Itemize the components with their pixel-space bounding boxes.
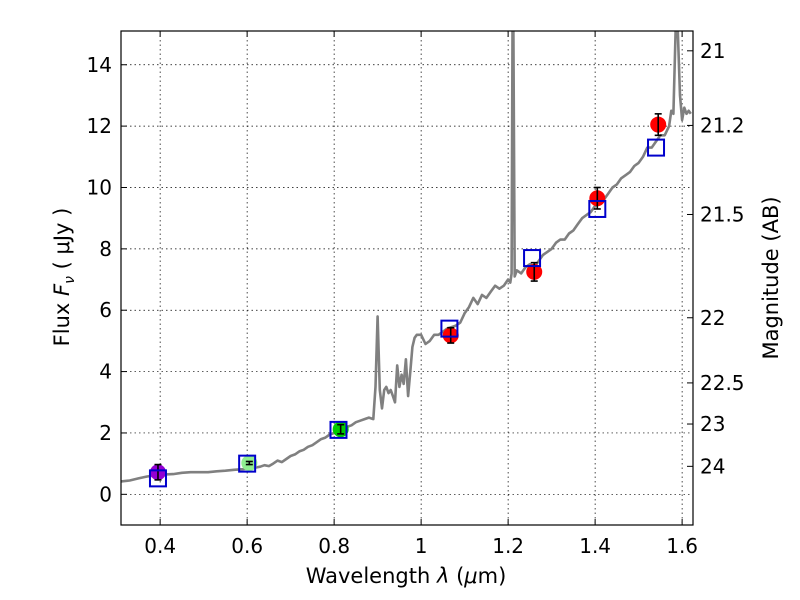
y-tick-label: 0 bbox=[99, 482, 112, 506]
x-tick-label: 0.4 bbox=[144, 534, 176, 558]
x-axis-ticks: 0.4 0.6 0.8 1 1.2 1.4 1.6 bbox=[144, 31, 698, 558]
y2-axis-ticks: 21 21.2 21.5 22 22.5 23 24 bbox=[687, 39, 745, 478]
y2-tick-label: 21.2 bbox=[700, 113, 745, 137]
spectrum-line bbox=[121, 31, 692, 483]
model-square-marker bbox=[148, 469, 167, 488]
y-tick-label: 8 bbox=[99, 237, 112, 261]
x-tick-label: 1.2 bbox=[492, 534, 524, 558]
y-tick-label: 12 bbox=[87, 114, 112, 138]
y2-tick-label: 22 bbox=[700, 306, 725, 330]
y2-axis-label: Magnitude (AB) bbox=[759, 196, 783, 359]
y2-tick-label: 22.5 bbox=[700, 371, 745, 395]
y-tick-label: 10 bbox=[87, 175, 112, 199]
model-square-marker bbox=[440, 319, 459, 338]
model-square-marker bbox=[588, 199, 607, 218]
y2-tick-label: 21.5 bbox=[700, 202, 745, 226]
model-square-marker bbox=[523, 249, 542, 268]
x-tick-label: 1.6 bbox=[666, 534, 698, 558]
y-tick-label: 14 bbox=[87, 53, 112, 77]
y2-tick-label: 24 bbox=[700, 454, 725, 478]
y-axis-label: Flux Fν ( μJy ) bbox=[50, 208, 78, 347]
y-tick-label: 4 bbox=[99, 360, 112, 384]
y2-tick-label: 23 bbox=[700, 412, 725, 436]
model-square-marker bbox=[647, 138, 666, 157]
x-tick-label: 0.6 bbox=[231, 534, 263, 558]
plot-frame bbox=[120, 30, 694, 526]
gridlines bbox=[121, 31, 693, 525]
spectrum-layer bbox=[121, 31, 692, 483]
y2-tick-label: 21 bbox=[700, 39, 725, 63]
x-tick-label: 1.4 bbox=[579, 534, 611, 558]
model-square-marker bbox=[329, 420, 348, 439]
x-axis-label: Wavelength λ (μm) bbox=[306, 564, 507, 588]
y-tick-label: 6 bbox=[99, 298, 112, 322]
x-tick-label: 1 bbox=[415, 534, 428, 558]
x-tick-label: 0.8 bbox=[318, 534, 350, 558]
y-tick-label: 2 bbox=[99, 421, 112, 445]
data-points bbox=[148, 113, 667, 488]
y-axis-ticks: 0 2 4 6 8 10 12 14 bbox=[87, 53, 127, 506]
model-square-marker bbox=[238, 454, 257, 473]
